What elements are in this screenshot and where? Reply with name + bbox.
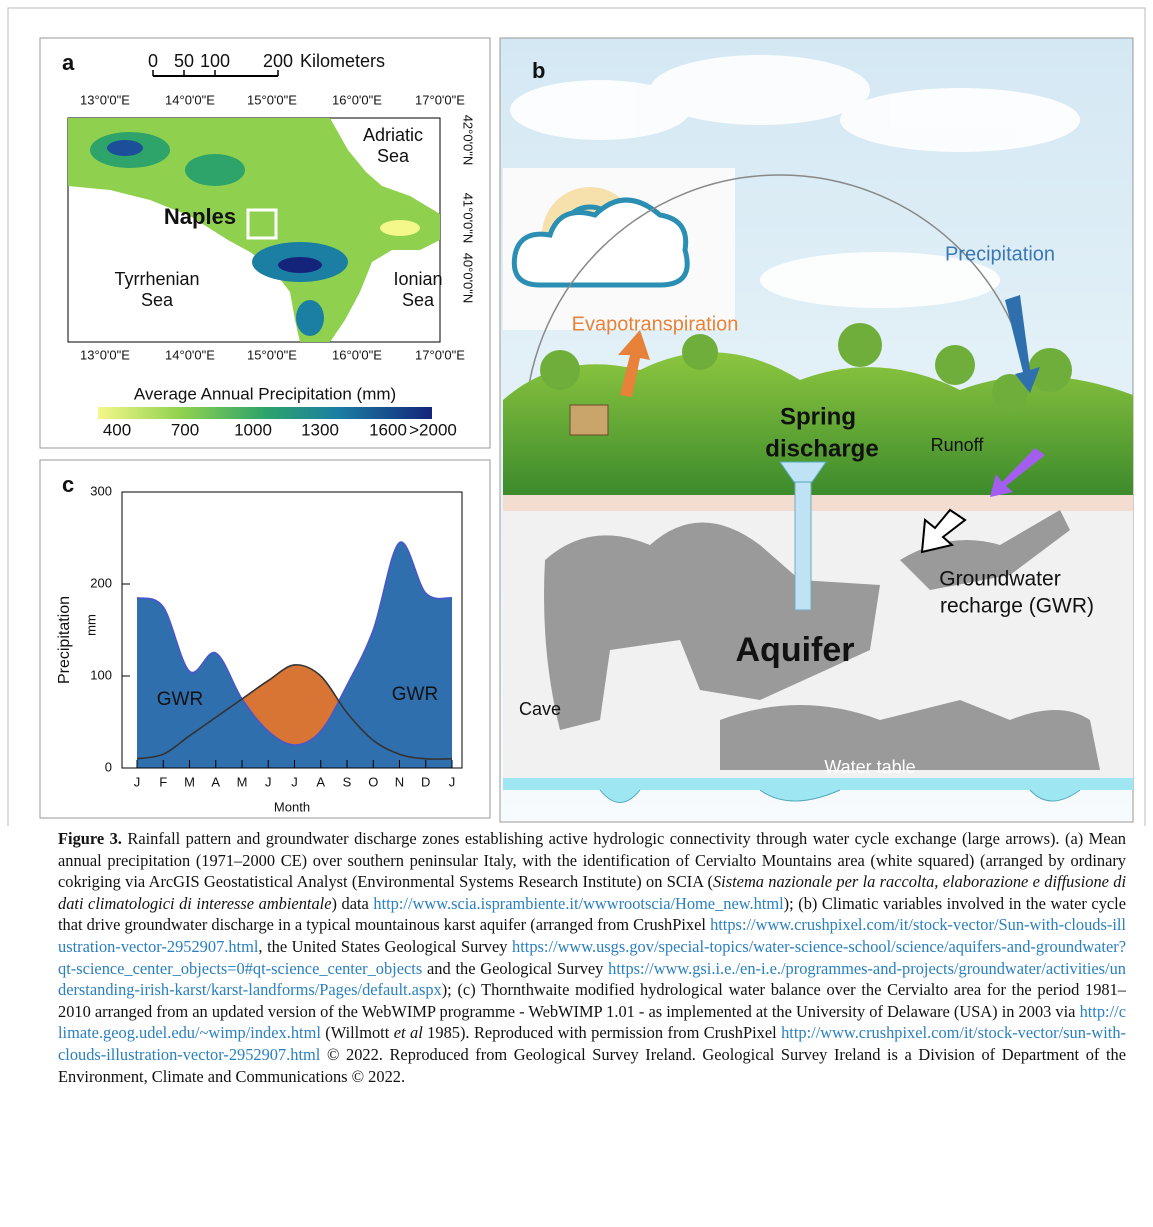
soil bbox=[503, 495, 1133, 511]
colorbar-label: 1600 bbox=[369, 420, 407, 439]
panel-label: c bbox=[62, 472, 74, 497]
caption: Figure 3. Rainfall pattern and groundwat… bbox=[58, 828, 1126, 1087]
longitude-label: 15°0'0"E bbox=[247, 92, 297, 107]
recharge-label: Groundwater bbox=[939, 568, 1060, 591]
x-tick-label: F bbox=[159, 774, 167, 789]
page: a Kilometers Average Annual Precipitatio… bbox=[0, 0, 1153, 1227]
rain-zone bbox=[296, 300, 324, 336]
panel-a: a Kilometers Average Annual Precipitatio… bbox=[40, 38, 490, 448]
y-tick-label: 0 bbox=[105, 759, 112, 774]
scale-label: 50 bbox=[174, 51, 194, 71]
caption-italic: et al bbox=[394, 1023, 423, 1042]
y-tick-label: 200 bbox=[90, 575, 112, 590]
longitude-label: 14°0'0"E bbox=[165, 92, 215, 107]
scale-unit: Kilometers bbox=[300, 51, 385, 71]
caption-link[interactable]: http://www.scia.isprambiente.it/wwwroots… bbox=[373, 894, 783, 913]
longitude-label: 13°0'0"E bbox=[80, 92, 130, 107]
place-label: Ionian bbox=[393, 269, 442, 289]
annotation: GWR bbox=[392, 684, 438, 705]
rain-zone bbox=[107, 140, 143, 156]
evapotranspiration-label: Evapotranspiration bbox=[572, 313, 739, 335]
colorbar bbox=[98, 407, 432, 419]
x-tick-label: S bbox=[343, 774, 352, 789]
longitude-label: 16°0'0"E bbox=[332, 92, 382, 107]
longitude-label: 15°0'0"E bbox=[247, 347, 297, 362]
place-label: Adriatic bbox=[363, 125, 423, 145]
runoff-label: Runoff bbox=[931, 435, 985, 455]
x-tick-label: M bbox=[237, 774, 248, 789]
panel-c: c Month Precipitation mm 0 100 200 300 J F M A M… bbox=[40, 460, 490, 818]
x-tick-label: M bbox=[184, 774, 195, 789]
longitude-label: 17°0'0"E bbox=[415, 92, 465, 107]
colorbar-label: 1000 bbox=[234, 420, 272, 439]
x-tick-label: J bbox=[449, 774, 456, 789]
scale-label: 100 bbox=[200, 51, 230, 71]
place-label: Tyrrhenian bbox=[114, 269, 199, 289]
y-axis-unit: mm bbox=[83, 614, 98, 636]
colorbar-title: Average Annual Precipitation (mm) bbox=[134, 384, 396, 403]
colorbar-label: >2000 bbox=[409, 420, 457, 439]
x-tick-label: O bbox=[368, 774, 378, 789]
colorbar-label: 400 bbox=[103, 420, 131, 439]
x-tick-label: A bbox=[211, 774, 220, 789]
spring-label: discharge bbox=[765, 435, 878, 462]
x-tick-label: D bbox=[421, 774, 430, 789]
place-label: Sea bbox=[402, 290, 435, 310]
figure: a Kilometers Average Annual Precipitatio… bbox=[0, 0, 1153, 826]
y-tick-label: 100 bbox=[90, 667, 112, 682]
x-tick-label: J bbox=[265, 774, 272, 789]
caption-bold: Figure 3. bbox=[58, 829, 122, 848]
rain-zone bbox=[278, 257, 322, 273]
latitude-label: 40°0'0"N bbox=[461, 253, 476, 304]
x-tick-label: A bbox=[316, 774, 325, 789]
longitude-label: 16°0'0"E bbox=[332, 347, 382, 362]
house bbox=[570, 405, 608, 435]
spring-label: Spring bbox=[780, 403, 856, 430]
panel-b: b Precipitation Evapotranspiration Sprin… bbox=[500, 38, 1133, 822]
rain-zone bbox=[185, 154, 245, 186]
place-label: Sea bbox=[377, 146, 410, 166]
cave-label: Cave bbox=[519, 699, 561, 719]
spring-pipe bbox=[795, 470, 811, 610]
latitude-label: 41°0'0"N bbox=[461, 193, 476, 244]
caption-plain: (Willmott bbox=[321, 1023, 394, 1042]
x-axis-label: Month bbox=[274, 799, 310, 814]
y-tick-label: 300 bbox=[90, 483, 112, 498]
panel-label: b bbox=[532, 58, 545, 83]
place-label: Sea bbox=[141, 290, 174, 310]
y-axis-label: Precipitation bbox=[56, 596, 73, 684]
aquifer-label: Aquifer bbox=[736, 631, 855, 669]
scale-label: 0 bbox=[148, 51, 158, 71]
panel-label: a bbox=[62, 50, 75, 75]
x-tick-label: N bbox=[395, 774, 404, 789]
x-tick-label: J bbox=[134, 774, 141, 789]
colorbar-label: 1300 bbox=[301, 420, 339, 439]
longitude-label: 13°0'0"E bbox=[80, 347, 130, 362]
caption-plain: 1985). Reproduced with permission from C… bbox=[423, 1023, 781, 1042]
longitude-label: 14°0'0"E bbox=[165, 347, 215, 362]
caption-plain: , the United States Geological Survey bbox=[258, 937, 512, 956]
dry-zone bbox=[380, 220, 420, 236]
annotation: GWR bbox=[157, 689, 203, 710]
longitude-label: 17°0'0"E bbox=[415, 347, 465, 362]
caption-plain: ) data bbox=[331, 894, 373, 913]
caption-plain: and the Geological Survey bbox=[422, 959, 608, 978]
water-table-label: Water table bbox=[824, 757, 915, 777]
x-tick-label: J bbox=[291, 774, 298, 789]
scale-label: 200 bbox=[263, 51, 293, 71]
latitude-label: 42°0'0"N bbox=[461, 115, 476, 166]
recharge-label: recharge (GWR) bbox=[940, 595, 1094, 618]
place-label: Naples bbox=[164, 204, 236, 229]
water bbox=[503, 778, 1133, 790]
precipitation-label: Precipitation bbox=[945, 243, 1055, 265]
colorbar-label: 700 bbox=[171, 420, 199, 439]
